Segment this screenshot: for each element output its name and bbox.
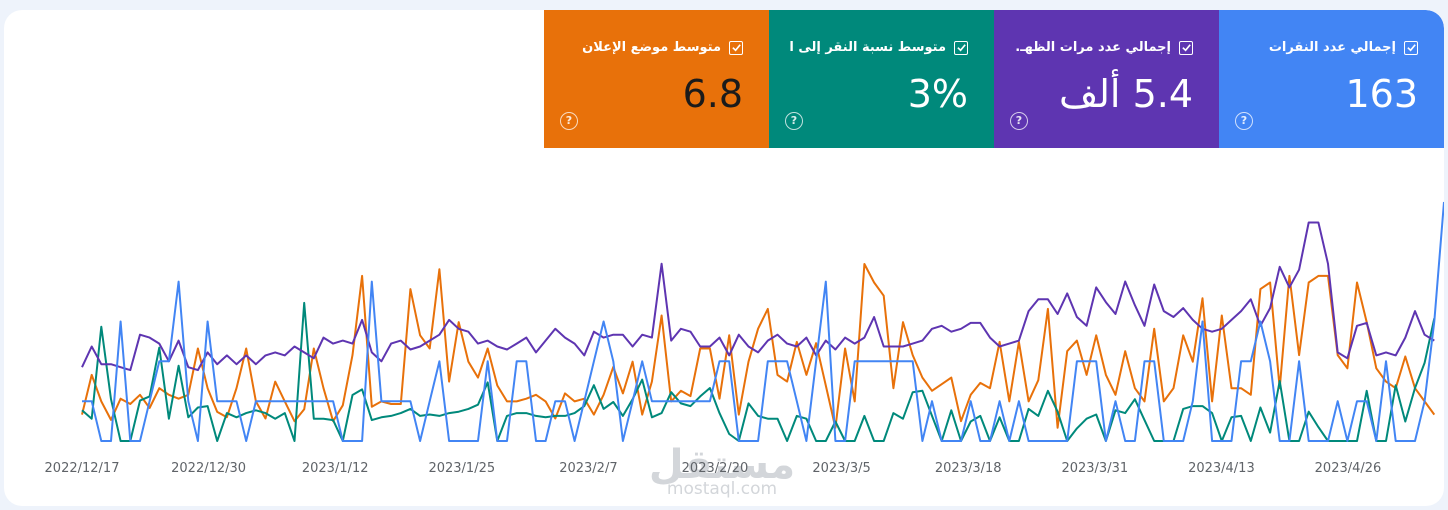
performance-card: مستقل mostaql.com 2022/12/17 2022/12/30 2023… [4,10,1444,506]
tile-total-clicks-value: 163 [1345,72,1418,116]
help-icon[interactable]: ? [560,112,578,130]
tile-avg-position[interactable]: متوسط موضع الإعلان 6.8 ? [544,10,769,148]
tile-avg-position-value: 6.8 [682,72,743,116]
x-tick-label: 2023/4/13 [1188,461,1255,476]
tile-total-clicks-header[interactable]: إجمالي عدد النقرات [1239,40,1418,55]
tile-total-impressions-header[interactable]: إجمالي عدد مرات الظهـ.. [1014,40,1193,55]
x-tick-label: 2023/2/20 [682,461,749,476]
x-tick-label: 2023/4/26 [1315,461,1382,476]
watermark-latin: mostaql.com [667,479,777,499]
tile-avg-ctr-header[interactable]: متوسط نسبة النقر إلى الـ.. [789,40,968,55]
tile-total-impressions[interactable]: إجمالي عدد مرات الظهـ.. 5.4 ألف ? [994,10,1219,148]
help-icon[interactable]: ? [785,112,803,130]
checkbox-icon[interactable] [954,40,968,55]
help-icon[interactable]: ? [1235,112,1253,130]
tile-avg-ctr[interactable]: متوسط نسبة النقر إلى الـ.. 3% ? [769,10,994,148]
x-tick-label: 2023/3/18 [935,461,1002,476]
x-tick-label: 2023/2/7 [559,461,617,476]
watermark-arabic: مستقل [649,442,795,488]
x-tick-label: 2023/1/12 [302,461,369,476]
series-line-impressions[interactable] [81,221,1435,372]
x-tick-label: 2022/12/17 [45,461,120,476]
metric-tiles: متوسط موضع الإعلان 6.8 ? متوسط نسبة النق… [544,10,1444,148]
x-tick-label: 2022/12/30 [171,461,246,476]
checkbox-icon[interactable] [1179,40,1193,55]
series-line-ctr[interactable] [81,301,1436,442]
tile-total-impressions-value: 5.4 ألف [1059,72,1193,116]
checkbox-icon[interactable] [729,40,743,55]
x-tick-label: 2023/3/31 [1061,461,1128,476]
checkbox-icon[interactable] [1404,40,1418,55]
tile-total-clicks-label: إجمالي عدد النقرات [1268,40,1396,55]
tile-total-impressions-label: إجمالي عدد مرات الظهـ.. [1014,40,1171,55]
x-tick-label: 2023/3/5 [812,461,870,476]
tile-avg-position-label: متوسط موضع الإعلان [582,40,721,55]
x-tick-label: 2023/1/25 [428,461,495,476]
tile-total-clicks[interactable]: إجمالي عدد النقرات 163 ? [1219,10,1444,148]
help-icon[interactable]: ? [1010,112,1028,130]
tile-avg-position-header[interactable]: متوسط موضع الإعلان [564,40,743,55]
series-line-position[interactable] [81,263,1436,429]
tile-avg-ctr-value: 3% [907,72,968,116]
tile-avg-ctr-label: متوسط نسبة النقر إلى الـ.. [789,40,946,55]
series-line-clicks[interactable] [82,201,1444,442]
